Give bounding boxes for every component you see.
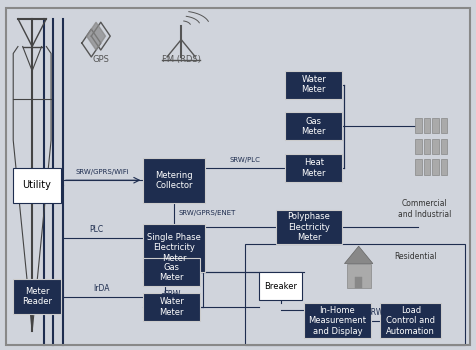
- Text: SRW/GPRS/WiFi: SRW/GPRS/WiFi: [75, 169, 129, 175]
- Bar: [380, 303, 441, 338]
- Bar: [13, 279, 60, 314]
- Text: Gas
Meter: Gas Meter: [301, 117, 326, 136]
- Bar: [441, 139, 447, 154]
- Text: PLC: PLC: [89, 225, 103, 234]
- Polygon shape: [345, 246, 373, 264]
- Text: SRW/PLC: SRW/PLC: [229, 157, 260, 163]
- Bar: [304, 303, 370, 338]
- Text: IrDA: IrDA: [94, 284, 110, 293]
- Bar: [441, 118, 447, 133]
- Bar: [424, 139, 430, 154]
- Text: Gas
Meter: Gas Meter: [159, 262, 184, 282]
- Text: Heat
Meter: Heat Meter: [301, 158, 326, 178]
- Text: SRW/GPRS/ENET: SRW/GPRS/ENET: [179, 210, 236, 216]
- Bar: [259, 272, 302, 300]
- Bar: [13, 168, 60, 203]
- Bar: [143, 158, 205, 203]
- Bar: [355, 278, 362, 288]
- Bar: [143, 293, 200, 321]
- Text: Water
Meter: Water Meter: [159, 297, 184, 317]
- Text: Commercial
and Industrial: Commercial and Industrial: [398, 199, 452, 219]
- Text: Meter
Reader: Meter Reader: [22, 287, 52, 306]
- Bar: [424, 159, 430, 175]
- Text: In-Home
Measurement
and Display: In-Home Measurement and Display: [308, 306, 367, 336]
- Text: SRW: SRW: [367, 308, 384, 317]
- Bar: [347, 264, 370, 288]
- Text: Single Phase
Electricity
Meter: Single Phase Electricity Meter: [147, 233, 201, 263]
- Bar: [143, 224, 205, 272]
- Text: Utility: Utility: [22, 180, 51, 190]
- Bar: [433, 139, 439, 154]
- Bar: [433, 159, 439, 175]
- Bar: [433, 118, 439, 133]
- Bar: [276, 210, 342, 244]
- Text: Load
Control and
Automation: Load Control and Automation: [386, 306, 435, 336]
- Text: Polyphase
Electricity
Meter: Polyphase Electricity Meter: [288, 212, 330, 242]
- Text: Breaker: Breaker: [264, 282, 297, 290]
- Bar: [441, 159, 447, 175]
- Bar: [285, 112, 342, 140]
- Text: SRW: SRW: [161, 293, 178, 302]
- Bar: [285, 71, 342, 99]
- Text: Metering
Collector: Metering Collector: [155, 170, 193, 190]
- Bar: [424, 118, 430, 133]
- Bar: [143, 258, 200, 286]
- Text: GPS: GPS: [92, 55, 109, 64]
- Polygon shape: [87, 22, 106, 50]
- Bar: [416, 118, 422, 133]
- Text: Water
Meter: Water Meter: [301, 75, 326, 94]
- Bar: [416, 139, 422, 154]
- Bar: [245, 244, 465, 345]
- Text: FM (RDS): FM (RDS): [162, 55, 201, 64]
- Bar: [285, 154, 342, 182]
- Bar: [416, 159, 422, 175]
- Text: SRW: SRW: [163, 289, 180, 299]
- Text: Residential: Residential: [394, 252, 437, 261]
